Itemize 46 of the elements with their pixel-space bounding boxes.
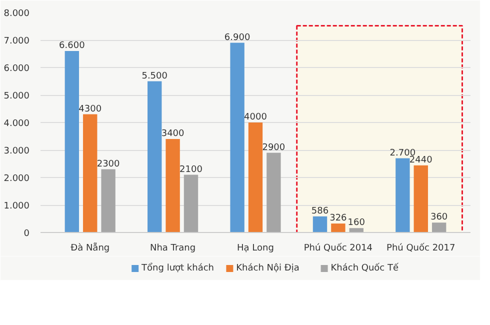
y-tick-label: 5.000 <box>4 92 30 102</box>
bar <box>230 42 244 232</box>
legend-label: Tổng lượt khách <box>140 262 214 274</box>
x-tick-label: Đà Nẵng <box>70 242 110 254</box>
bar <box>414 165 428 232</box>
data-label: 586 <box>311 206 329 216</box>
y-tick-label: 2.000 <box>4 174 30 184</box>
bar <box>248 122 263 232</box>
y-tick-label: 3.000 <box>4 146 30 156</box>
legend-label: Khách Nội Địa <box>236 262 300 274</box>
data-label: 6.600 <box>59 41 86 51</box>
bar <box>166 139 180 232</box>
data-label: 6.900 <box>224 32 250 43</box>
bar <box>266 152 281 232</box>
data-label: 2440 <box>409 155 433 166</box>
x-tick-label: Phú Quốc 2014 <box>304 242 373 254</box>
data-label: 2100 <box>180 164 203 175</box>
bar <box>184 174 198 232</box>
x-tick-label: Hạ Long <box>237 244 274 254</box>
data-label: 360 <box>430 212 448 223</box>
bar <box>331 224 346 232</box>
data-label: 5.500 <box>142 71 168 82</box>
bar <box>64 51 80 232</box>
x-tick-label: Phú Quốc 2017 <box>386 242 456 254</box>
y-tick-label: 0 <box>24 229 30 239</box>
data-label: 4300 <box>78 104 102 114</box>
y-tick-label: 8.000 <box>4 9 30 19</box>
y-tick-label: 7.000 <box>4 36 30 46</box>
legend-label: Khách Quốc Tế <box>330 262 399 274</box>
x-tick-label: Nha Trang <box>150 244 196 254</box>
bar <box>312 216 328 232</box>
bar <box>83 114 98 232</box>
data-label: 4000 <box>244 112 268 122</box>
bar <box>349 228 364 232</box>
bar <box>101 169 116 232</box>
data-label: 326 <box>330 214 348 224</box>
bar <box>396 158 410 232</box>
bar <box>148 81 162 232</box>
data-label: 160 <box>348 218 366 228</box>
y-tick-label: 1.000 <box>4 202 30 212</box>
data-label: 2900 <box>262 142 286 153</box>
y-tick-label: 6.000 <box>4 64 30 74</box>
data-label: 3400 <box>161 129 185 139</box>
bar <box>432 222 446 232</box>
data-label: 2300 <box>96 159 120 170</box>
y-tick-label: 4.000 <box>4 119 30 129</box>
